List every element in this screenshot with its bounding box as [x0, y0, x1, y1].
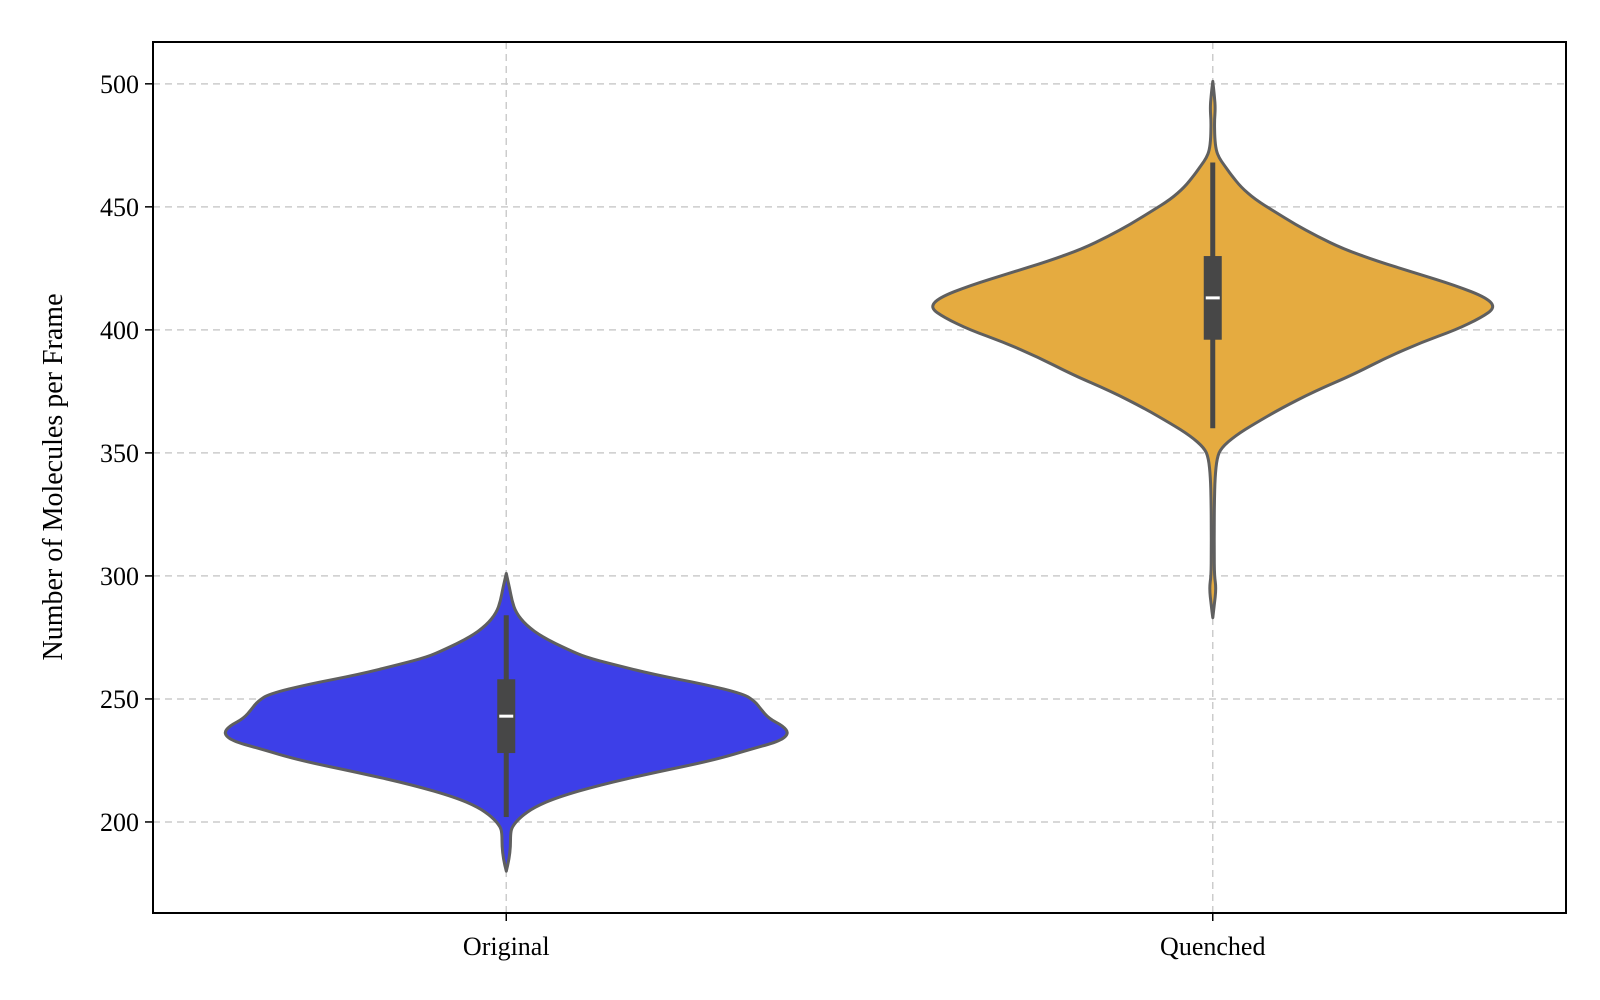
grid: [153, 42, 1566, 913]
plot-frame: [152, 41, 1567, 914]
y-axis-title: Number of Molecules per Frame: [38, 294, 69, 661]
y-tick-label: 350: [100, 439, 139, 468]
y-tick-label: 400: [100, 316, 139, 345]
x-tick-label: Quenched: [1160, 932, 1265, 961]
y-tick-label: 300: [100, 562, 139, 591]
y-tick-label: 250: [100, 685, 139, 714]
x-tick-label: Original: [463, 932, 550, 961]
y-tick-label: 500: [100, 70, 139, 99]
y-tick-label: 200: [100, 808, 139, 837]
violins: [223, 79, 1495, 873]
axis-ticks: 200 250 300 350 400 450 500 Original Quenched: [100, 70, 1265, 961]
y-tick-label: 450: [100, 193, 139, 222]
